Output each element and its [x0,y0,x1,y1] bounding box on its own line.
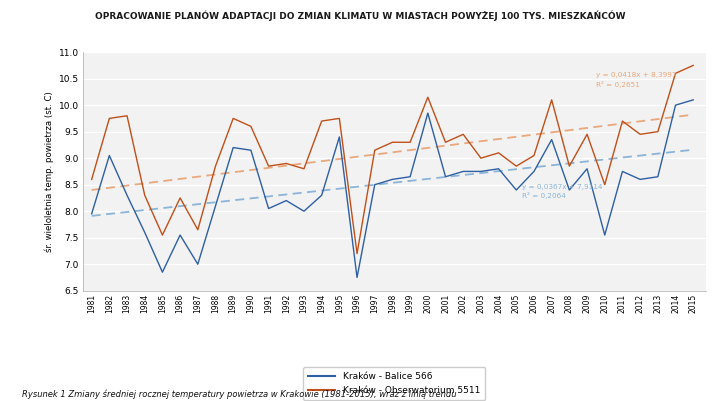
Text: y = 0,0418x + 8,3997
R² = 0,2651: y = 0,0418x + 8,3997 R² = 0,2651 [596,72,676,88]
Text: Rysunek 1 Zmiany średniej rocznej temperatury powietrza w Krakowie (1981-2015), : Rysunek 1 Zmiany średniej rocznej temper… [22,389,456,399]
Y-axis label: śr. wieloletnia temp. powietrza (st. C): śr. wieloletnia temp. powietrza (st. C) [45,91,54,252]
Text: OPRACOWANIE PLANÓW ADAPTACJI DO ZMIAN KLIMATU W MIASTACH POWYŻEJ 100 TYS. MIESZK: OPRACOWANIE PLANÓW ADAPTACJI DO ZMIAN KL… [95,10,625,20]
Legend: Kraków - Balice 566, Kraków - Obserwatorium 5511: Kraków - Balice 566, Kraków - Obserwator… [303,367,485,400]
Text: y = 0,0367x + 7,9114
R² = 0,2064: y = 0,0367x + 7,9114 R² = 0,2064 [521,184,602,199]
